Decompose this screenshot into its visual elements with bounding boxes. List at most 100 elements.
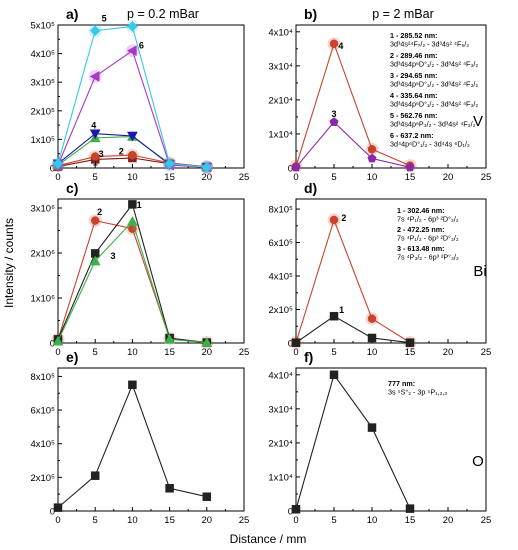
data-point [405,504,415,513]
panel-1: 0 5 10 15 20 25 0 1x10⁴ 2x10⁴ 3x10⁴ 4x10⁴ b) p = 2 m… [268,6,491,183]
series-number-label: 3 [111,251,116,261]
panel-4: 0 5 10 15 20 25 0 2x10⁵ 4x10⁵ 6x10⁵ 8x10⁵ e) [30,349,249,526]
legend-entry-head: 6 - 637.2 nm: [390,131,434,140]
data-point [53,503,63,512]
y-tick-label: 2x10⁵ [30,106,55,117]
legend: 1 - 285.52 nm:3d³4s²⁴F₇/₂ - 3d³4s² ⁴F₅/₂… [390,31,478,149]
data-point [201,161,213,173]
x-tick-label: 10 [127,172,138,183]
data-point [126,131,138,142]
series-number-label: 3 [99,149,104,159]
data-point [164,158,175,170]
panel-5: 0 5 10 15 20 25 0 1x10⁴ 2x10⁴ 3x10⁴ 4x10⁴ f) 777 nm:… [268,349,491,526]
legend-entry-transition: 3s ⁵S°₂ - 3p ⁵P₁,₂,₃ [388,388,447,397]
legend-entry-transition: 3d³4s4p⁶P₃/₂ - 3d³4s² ⁴F₃/₂ [390,120,476,129]
x-tick-label: 5 [93,515,98,526]
panel-title: p = 2 mBar [372,7,434,21]
series-5: 5 [51,14,214,174]
data-point [164,333,176,344]
legend: 777 nm:3s ⁵S°₂ - 3p ⁵P₁,₂,₃ [388,379,447,397]
x-tick-label: 15 [164,172,175,183]
legend-entry-head: 3 - 613.48 nm: [397,244,445,253]
data-point [201,337,213,347]
x-tick-label: 0 [293,347,298,358]
y-tick-label: 3x10⁶ [30,204,55,215]
x-tick-label: 5 [93,172,98,183]
series-line [295,373,411,510]
x-tick-label: 10 [127,515,138,526]
series-number-label: 2 [97,207,102,217]
x-tick-label: 15 [405,515,416,526]
y-tick-label: 4x10⁵ [268,272,293,283]
series-number-label: 6 [139,40,144,50]
x-tick-label: 15 [164,515,175,526]
data-point [329,215,339,225]
panel-label: b) [304,6,317,22]
x-tick-label: 0 [55,515,60,526]
series-number-label: 2 [341,213,346,223]
panel-label: c) [66,180,78,196]
y-tick-label: 4x10⁵ [30,439,55,450]
x-tick-label: 20 [202,515,213,526]
data-point [291,338,301,347]
series-2: 2 [51,146,214,174]
series-0 [291,370,415,514]
x-tick-label: 5 [331,172,336,183]
data-point [127,21,138,32]
y-tick-label: 0 [288,339,293,350]
y-tick-label: 1x10⁶ [30,294,55,305]
legend-entry-transition: 3d³4s4p⁶D°₁/₂ - 3d³4s² ⁴F₃/₂ [390,80,478,89]
data-point [126,215,138,226]
data-point [291,505,301,514]
series-line [295,315,411,344]
y-axis-title: Intensity / counts [2,218,16,308]
legend-entry-head: 1 - 302.46 nm: [397,206,445,215]
legend-entry-transition: 7s ⁴P₃/₂ - 6p³ ²P°₃/₂ [397,253,459,262]
data-point [367,333,377,343]
legend-entry-transition: 3d³4s4p⁶D°₁/₂ - 3d³4s² ⁴F₃/₂ [390,100,478,109]
series-line [295,41,411,167]
data-point [405,338,415,347]
x-tick-label: 0 [55,347,60,358]
legend-entry-head: 2 - 472.25 nm: [397,225,445,234]
legend-entry-head: 5 - 562.76 nm: [390,111,438,120]
y-tick-label: 2x10⁶ [30,249,55,260]
x-tick-label: 0 [293,515,298,526]
series-1: 1 [291,305,415,347]
x-axis-title: Distance / mm [230,532,307,546]
y-tick-label: 1x10⁴ [268,472,293,483]
data-point [202,492,212,501]
x-tick-label: 25 [239,515,250,526]
y-tick-label: 3x10⁴ [268,404,293,415]
data-point [89,25,101,37]
x-tick-label: 10 [367,172,378,183]
x-tick-label: 0 [293,172,298,183]
data-point [367,153,377,163]
legend-entry-transition: 3d³4s²⁴F₇/₂ - 3d³4s² ⁴F₅/₂ [390,40,469,49]
x-tick-label: 5 [331,347,336,358]
y-tick-label: 1x10⁴ [268,129,293,140]
data-point [405,162,415,172]
series-number-label: 4 [338,41,343,51]
data-point [89,129,101,140]
legend-entry-head: 3 - 294.65 nm: [390,71,438,80]
x-tick-label: 25 [481,172,492,183]
data-point [90,152,100,161]
y-tick-label: 2x10⁵ [30,473,55,484]
y-tick-label: 3x10⁵ [30,78,55,89]
series-number-label: 4 [91,121,96,131]
x-tick-label: 5 [331,515,336,526]
series-number-label: 5 [102,14,107,24]
y-tick-label: 0 [50,164,55,175]
series-line [295,121,411,168]
panel-title: p = 0.2 mBar [127,7,199,21]
legend-entry-head: 1 - 285.52 nm: [390,31,438,40]
data-point [291,162,301,172]
series-number-label: 1 [339,305,344,315]
series-number-label: 1 [93,158,98,168]
y-tick-label: 0 [50,339,55,350]
y-tick-label: 6x10⁵ [30,406,55,417]
x-tick-label: 25 [481,515,492,526]
data-point [52,335,64,346]
